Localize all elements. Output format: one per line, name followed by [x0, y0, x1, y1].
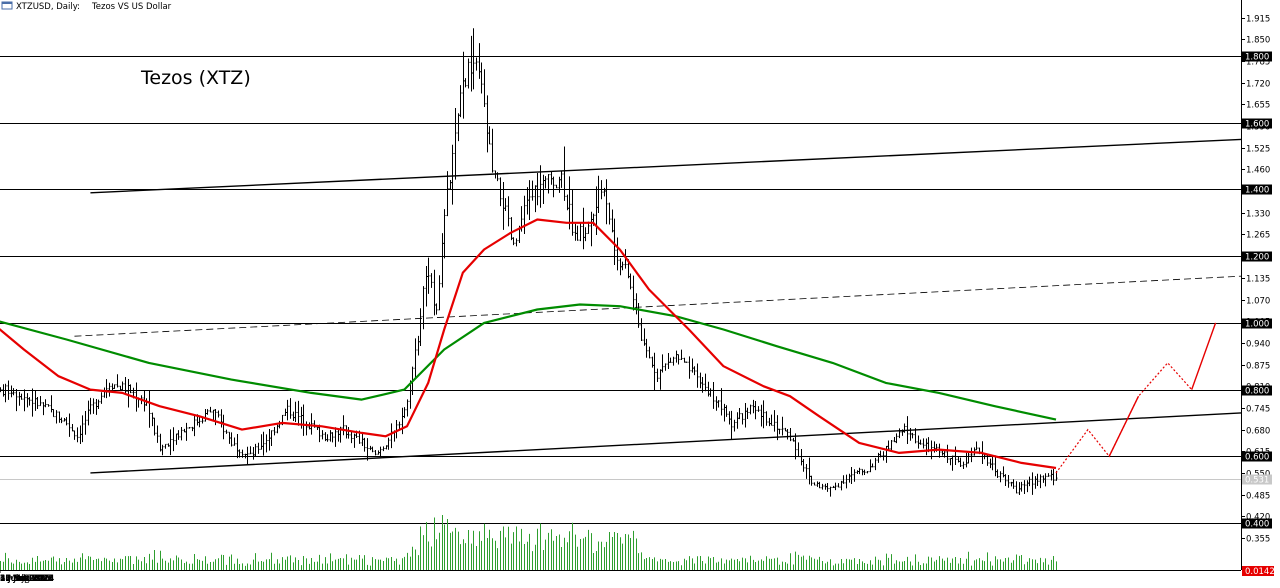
- y-tick-label: 1.265: [1246, 231, 1270, 241]
- level-tag: [1242, 184, 1272, 195]
- trendline: [90, 412, 1242, 474]
- projection-solid: [1108, 395, 1140, 457]
- x-tick-label: 4 Jul 2025: [0, 574, 43, 584]
- current-price-label: 0.531: [1245, 476, 1269, 486]
- current-price-tag: [1242, 474, 1272, 485]
- y-tick-label: 1.460: [1246, 166, 1270, 176]
- y-tick-label: 1.655: [1246, 101, 1270, 111]
- price-axis[interactable]: 1.9151.8501.7851.7201.6551.5901.5251.460…: [1241, 15, 1275, 578]
- level-tag-label: 1.200: [1245, 253, 1269, 263]
- moving-averages: [0, 218, 1057, 470]
- level-tag-label: 0.400: [1245, 520, 1269, 530]
- y-tick-label: 1.525: [1246, 145, 1270, 155]
- y-tick-label: 0.420: [1246, 513, 1270, 523]
- price-candles: [0, 28, 1058, 497]
- volume-bars: [0, 515, 1057, 570]
- y-tick-label: 1.915: [1246, 15, 1270, 25]
- projection-solid-2: [1191, 322, 1217, 390]
- y-tick-label: 0.485: [1246, 492, 1270, 502]
- chart-window-icon-bar: [2, 2, 12, 4]
- level-tag: [1242, 251, 1272, 262]
- volume-tag: [1242, 566, 1274, 576]
- trendline-dashed: [74, 275, 1242, 337]
- x-tick-label: 26 Feb 2025: [0, 574, 53, 584]
- x-tick-label: 18 Aug 2024: [0, 574, 54, 584]
- x-tick-label: 6 Jun 2024: [0, 574, 46, 584]
- y-tick-label: 0.680: [1246, 427, 1270, 437]
- horizontal-levels: [0, 56, 1241, 524]
- volume-tag-label: 0.0142: [1245, 567, 1275, 577]
- x-tick-label: 1 May 2025: [0, 574, 50, 584]
- x-tick-label: 2 Jun 2025: [0, 574, 46, 584]
- y-tick-label: 0.355: [1246, 535, 1270, 545]
- trendlines: [74, 138, 1242, 474]
- symbol-description: Tezos VS US Dollar: [91, 2, 172, 12]
- y-tick-label: 0.875: [1246, 362, 1270, 372]
- chart-header: XTZUSD, Daily: Tezos VS US Dollar: [1, 1, 172, 12]
- x-tick-label: 25 Jan 2025: [0, 574, 51, 584]
- level-tag: [1242, 518, 1272, 529]
- y-tick-label: 1.330: [1246, 210, 1270, 220]
- level-tag-label: 0.800: [1245, 387, 1269, 397]
- level-tag-label: 1.800: [1245, 53, 1269, 63]
- y-tick-label: 0.745: [1246, 405, 1270, 415]
- trendline: [90, 138, 1242, 194]
- y-tick-label: 1.785: [1246, 58, 1270, 68]
- x-tick-label: 24 Dec 2024: [0, 574, 54, 584]
- plot-area: [0, 0, 1241, 570]
- x-tick-label: 19 Sep 2024: [0, 574, 54, 584]
- x-tick-label: 30 Mar 2025: [0, 574, 54, 584]
- level-tag: [1242, 451, 1272, 462]
- level-tag-label: 1.000: [1245, 320, 1269, 330]
- projection-path: [1055, 322, 1217, 474]
- y-tick-label: 1.850: [1246, 36, 1270, 46]
- level-tag: [1242, 385, 1272, 396]
- symbol-label: XTZUSD, Daily:: [16, 2, 80, 12]
- level-tag-label: 1.400: [1245, 186, 1269, 196]
- level-tag: [1242, 318, 1272, 329]
- x-tick-label: 17 Jul 2024: [0, 574, 48, 584]
- y-tick-label: 0.940: [1246, 340, 1270, 350]
- y-tick-label: 1.135: [1246, 275, 1270, 285]
- ma-slow-line: [0, 303, 1057, 421]
- level-tag: [1242, 51, 1272, 62]
- chart-title: Tezos (XTZ): [140, 67, 251, 89]
- ma-fast-line: [0, 218, 1057, 470]
- x-tick-label: 22 Nov 2024: [0, 574, 54, 584]
- level-tag: [1242, 118, 1272, 129]
- y-tick-label: 1.070: [1246, 297, 1270, 307]
- level-tag-label: 0.600: [1245, 453, 1269, 463]
- x-tick-label: 21 Oct 2024: [0, 574, 53, 584]
- level-tag-label: 1.600: [1245, 120, 1269, 130]
- y-tick-label: 1.720: [1246, 80, 1270, 90]
